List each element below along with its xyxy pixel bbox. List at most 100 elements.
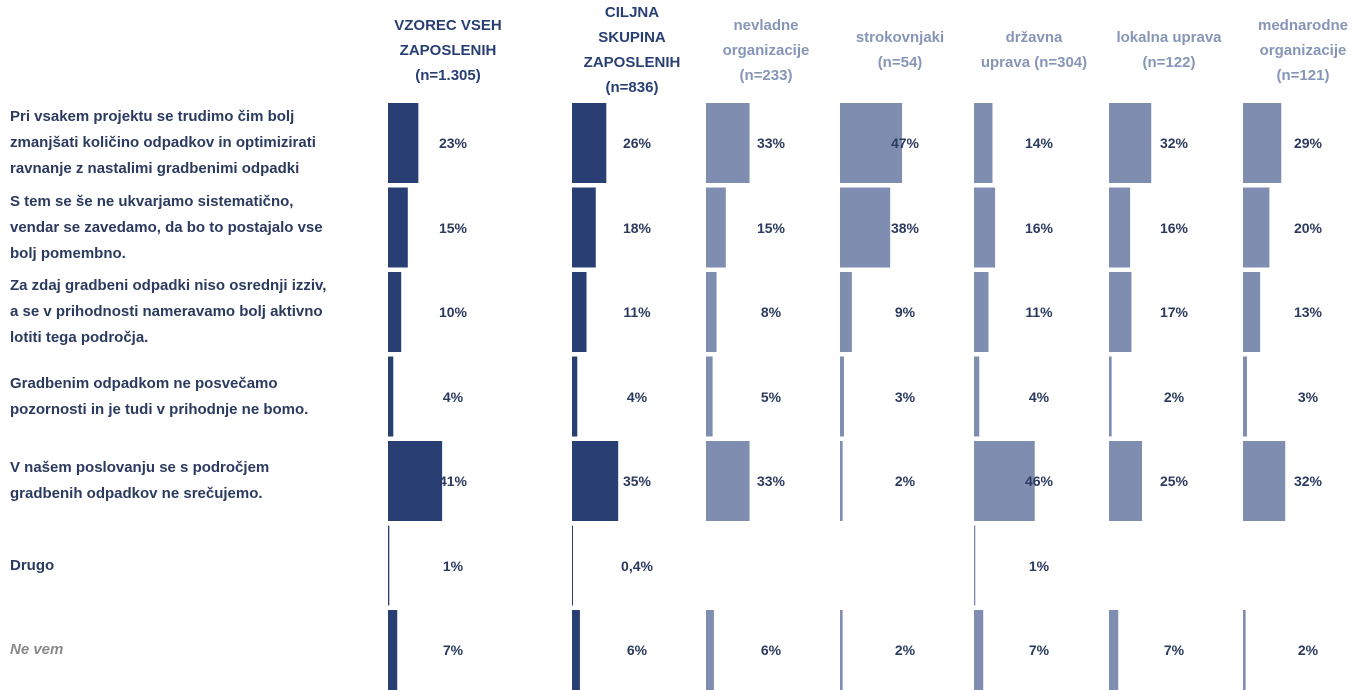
value-label: 7%	[442, 642, 464, 658]
value-label: 6%	[626, 642, 648, 658]
bar	[1243, 187, 1270, 268]
value-label: 10%	[438, 304, 468, 320]
value-label: 9%	[894, 304, 916, 320]
value-label: 41%	[438, 473, 468, 489]
bar	[572, 525, 573, 606]
bar	[974, 356, 980, 437]
bar	[974, 525, 976, 606]
bar	[1243, 272, 1261, 352]
bar	[974, 441, 1035, 521]
bar	[974, 610, 984, 690]
bar	[706, 272, 717, 352]
value-label: 4%	[1028, 388, 1050, 405]
bar	[388, 441, 443, 521]
value-label: 20%	[1293, 219, 1323, 236]
bar	[572, 187, 596, 268]
value-label: 0,4%	[621, 557, 653, 574]
value-label: 2%	[1163, 388, 1185, 405]
bar	[706, 187, 726, 268]
value-label: 16%	[1024, 219, 1054, 236]
bar	[1109, 272, 1132, 352]
bar	[706, 103, 750, 183]
value-label: 1%	[1028, 557, 1050, 574]
bar	[388, 103, 419, 183]
bar	[388, 610, 398, 690]
value-label: 26%	[622, 135, 652, 151]
bar	[1109, 356, 1112, 437]
value-label: 15%	[438, 219, 468, 236]
bar	[1109, 441, 1142, 521]
value-label: 47%	[890, 135, 920, 151]
column-header: CILJNA SKUPINA ZAPOSLENIH (n=836)	[583, 4, 681, 96]
bar	[974, 187, 996, 268]
value-label: 23%	[438, 135, 468, 151]
bar	[974, 272, 989, 352]
bar	[1243, 441, 1286, 521]
row-label: Drugo	[10, 556, 55, 574]
value-label: 11%	[623, 304, 651, 320]
bar	[706, 610, 714, 690]
value-label: 2%	[894, 473, 916, 489]
bar	[572, 356, 578, 437]
value-label: 5%	[760, 388, 782, 405]
value-label: 33%	[756, 135, 786, 151]
bar	[974, 103, 993, 183]
bar	[1243, 103, 1282, 183]
bar	[388, 272, 402, 352]
value-label: 8%	[760, 304, 782, 320]
value-label: 33%	[756, 473, 786, 489]
bar	[572, 103, 607, 183]
value-label: 6%	[760, 642, 782, 658]
row-label: V našem poslovanju se s področjem gradbe…	[10, 459, 270, 502]
value-label: 4%	[626, 388, 648, 405]
value-label: 2%	[894, 642, 916, 658]
bar	[388, 356, 394, 437]
bar	[840, 103, 903, 183]
column-header: nevladne organizacije (n=233)	[722, 16, 810, 84]
bar	[388, 525, 390, 606]
column-header: lokalna uprava (n=122)	[1116, 29, 1222, 71]
bar	[1109, 187, 1131, 268]
bar	[840, 272, 852, 352]
value-label: 46%	[1024, 473, 1054, 489]
row-label: S tem se še ne ukvarjamo sistematično, v…	[10, 192, 323, 262]
row-label: Za zdaj gradbeni odpadki niso osrednji i…	[10, 277, 327, 346]
value-label: 3%	[894, 388, 916, 405]
value-label: 3%	[1297, 388, 1319, 405]
value-label: 14%	[1024, 135, 1054, 151]
row-label: Pri vsakem projektu se trudimo čim bolj …	[10, 108, 316, 177]
bar	[1243, 356, 1247, 437]
bar	[840, 441, 843, 521]
value-label: 35%	[622, 473, 652, 489]
column-header: mednarodne organizacije (n=121)	[1257, 16, 1348, 84]
value-label: 7%	[1163, 642, 1185, 658]
bar	[840, 356, 844, 437]
column-header: strokovnjaki (n=54)	[855, 29, 945, 71]
value-label: 32%	[1159, 135, 1189, 151]
value-label: 17%	[1159, 304, 1189, 320]
row-label: Gradbenim odpadkom ne posvečamo pozornos…	[10, 374, 309, 418]
column-header: državna uprava (n=304)	[980, 29, 1088, 71]
bar	[572, 441, 619, 521]
bar	[706, 441, 750, 521]
bar	[1243, 610, 1246, 690]
bar	[572, 272, 587, 352]
value-label: 32%	[1293, 473, 1323, 489]
value-label: 16%	[1159, 219, 1189, 236]
bar	[1109, 103, 1152, 183]
value-label: 29%	[1293, 135, 1323, 151]
value-label: 7%	[1028, 642, 1050, 658]
value-label: 38%	[890, 219, 920, 236]
bar	[1109, 610, 1119, 690]
value-label: 4%	[442, 388, 464, 405]
bar	[706, 356, 713, 437]
column-header: VZOREC VSEH ZAPOSLENIH (n=1.305)	[394, 16, 502, 84]
value-label: 15%	[756, 219, 786, 236]
value-label: 2%	[1297, 642, 1319, 658]
bar	[572, 610, 580, 690]
value-label: 18%	[622, 219, 652, 236]
bar	[388, 187, 408, 268]
bar	[840, 610, 843, 690]
